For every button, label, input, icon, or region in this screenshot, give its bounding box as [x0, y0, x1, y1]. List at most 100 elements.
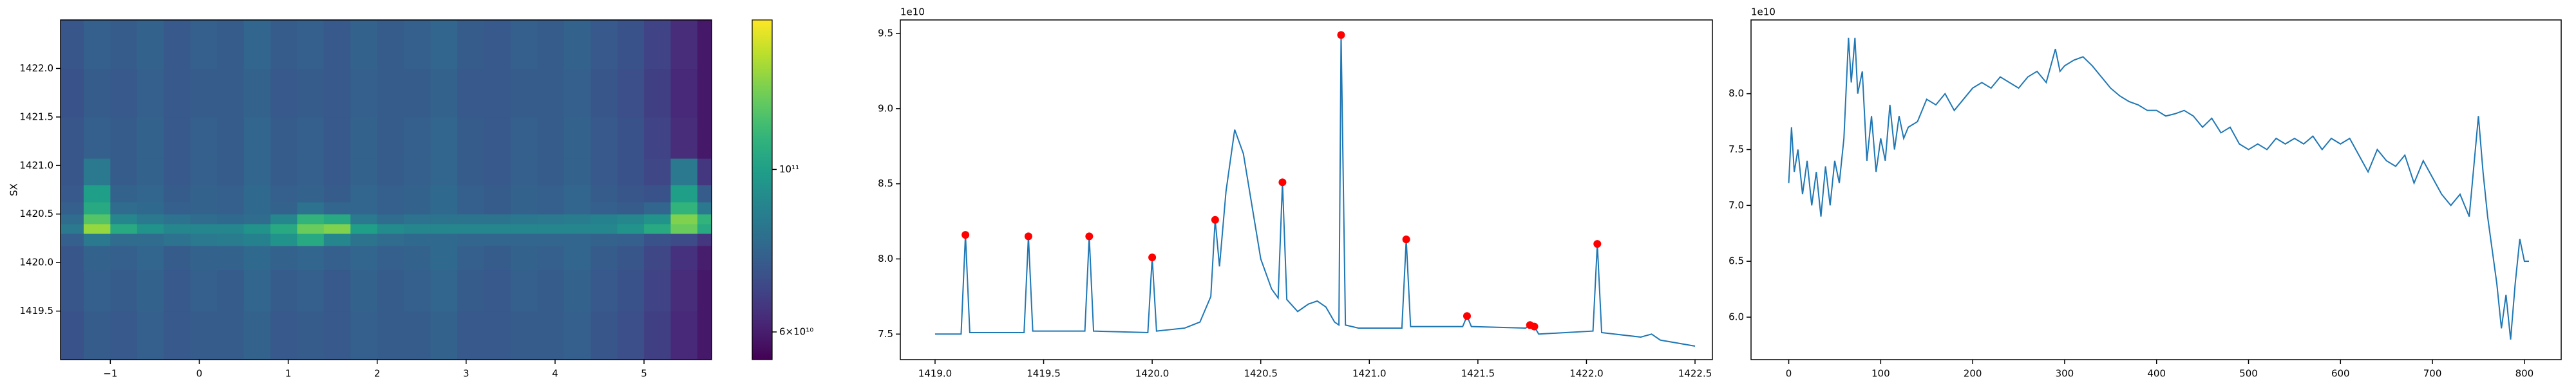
heatmap-cell — [243, 201, 271, 215]
x-tick-label: 1422.0 — [1569, 368, 1604, 380]
heatmap-cell — [377, 270, 404, 312]
heatmap-cell — [190, 245, 218, 271]
heatmap-cell — [323, 116, 351, 159]
heatmap-cell — [591, 214, 618, 225]
heatmap-cell — [190, 201, 218, 215]
heatmap-cell — [510, 245, 538, 271]
heatmap-cell — [670, 270, 698, 312]
heatmap-cell — [323, 270, 351, 312]
heatmap-cell — [430, 158, 458, 186]
colorbar — [752, 19, 773, 360]
x-tick-label: 2 — [374, 368, 381, 380]
x-tick-label: 1 — [285, 368, 292, 380]
heatmap-cell — [137, 311, 164, 360]
heatmap-cell — [350, 245, 378, 271]
heatmap-cell — [564, 185, 591, 203]
heatmap-cell — [83, 214, 111, 225]
heatmap-cell — [377, 20, 404, 69]
heatmap-cell — [484, 223, 511, 234]
heatmap-cell — [404, 245, 431, 271]
heatmap-cell — [270, 20, 298, 69]
heatmap-cell — [83, 116, 111, 159]
heatmap-cell — [243, 158, 271, 186]
x-tick-label: 1420.0 — [1135, 368, 1170, 380]
peak-marker — [1463, 312, 1472, 320]
y-tick-label: 1421.0 — [20, 160, 54, 171]
heatmap-cell — [270, 158, 298, 186]
y-tick-label: 6.0 — [1728, 311, 1744, 323]
heatmap-cell — [110, 223, 138, 234]
y-tick-label: 1421.5 — [20, 111, 54, 122]
heatmap-cell — [297, 20, 325, 69]
x-tick-label: 1421.0 — [1352, 368, 1387, 380]
x-tick-label: 3 — [463, 368, 469, 380]
heatmap-cell — [484, 68, 511, 118]
heatmap-cell — [164, 214, 191, 225]
heatmap-cell — [537, 201, 565, 215]
heatmap-cell — [137, 233, 164, 246]
heatmap-cell — [323, 185, 351, 203]
heatmap-cell — [270, 223, 298, 234]
heatmap-cell — [377, 214, 404, 225]
peak-marker — [1530, 322, 1539, 331]
heatmap-cell — [137, 270, 164, 312]
heatmap-cell — [537, 270, 565, 312]
heatmap-cell — [164, 116, 191, 159]
heatmap-cell — [83, 68, 111, 118]
heatmap-cell — [243, 68, 271, 118]
axes-frame — [1750, 19, 2562, 360]
heatmap-cell — [137, 223, 164, 234]
heatmap-cell — [83, 233, 111, 246]
heatmap-cell — [404, 116, 431, 159]
heatmap-cell — [537, 233, 565, 246]
y-tick-label: 1420.0 — [20, 257, 54, 268]
heatmap-cell — [217, 233, 245, 246]
heatmap-cell — [323, 201, 351, 215]
heatmap-cell — [323, 223, 351, 234]
heatmap-cell — [217, 158, 245, 186]
heatmap-cell — [697, 223, 712, 234]
heatmap-cell — [430, 245, 458, 271]
heatmap-cell — [350, 233, 378, 246]
heatmap-cell — [484, 158, 511, 186]
heatmap-cell — [297, 158, 325, 186]
heatmap-cell — [164, 233, 191, 246]
heatmap-cell — [190, 185, 218, 203]
heatmap-cell — [457, 270, 485, 312]
heatmap-cell — [404, 68, 431, 118]
heatmap-cell — [510, 214, 538, 225]
heatmap-cell — [61, 201, 84, 215]
heatmap-cell — [430, 223, 458, 234]
heatmap-cell — [537, 245, 565, 271]
heatmap-cell — [217, 311, 245, 360]
x-tick-label: 5 — [641, 368, 647, 380]
heatmap-cell — [564, 245, 591, 271]
heatmap-cell — [617, 68, 645, 118]
peak-marker — [1337, 31, 1345, 39]
x-tick-label: 800 — [2515, 368, 2534, 380]
x-tick-label: 300 — [2056, 368, 2074, 380]
y-tick-label: 7.0 — [1728, 199, 1744, 211]
heatmap-cell — [243, 185, 271, 203]
heatmap-cell — [617, 185, 645, 203]
heatmap-cell — [484, 185, 511, 203]
x-tick-label: 100 — [1871, 368, 1890, 380]
heatmap-cell — [591, 185, 618, 203]
heatmap-cell — [297, 311, 325, 360]
x-tick-label: 0 — [196, 368, 203, 380]
peak-marker — [1211, 216, 1219, 224]
heatmap-cell — [110, 185, 138, 203]
heatmap-cell — [83, 270, 111, 312]
heatmap-cell — [243, 116, 271, 159]
heatmap-cell — [137, 116, 164, 159]
heatmap-cell — [591, 20, 618, 69]
heatmap-cell — [137, 158, 164, 186]
heatmap-cell — [110, 158, 138, 186]
heatmap-cell — [617, 116, 645, 159]
x-tick-label: 200 — [1964, 368, 1982, 380]
heatmap-cell — [270, 214, 298, 225]
heatmap-cell — [617, 245, 645, 271]
heatmap-cell — [430, 185, 458, 203]
heatmap-cell — [377, 233, 404, 246]
